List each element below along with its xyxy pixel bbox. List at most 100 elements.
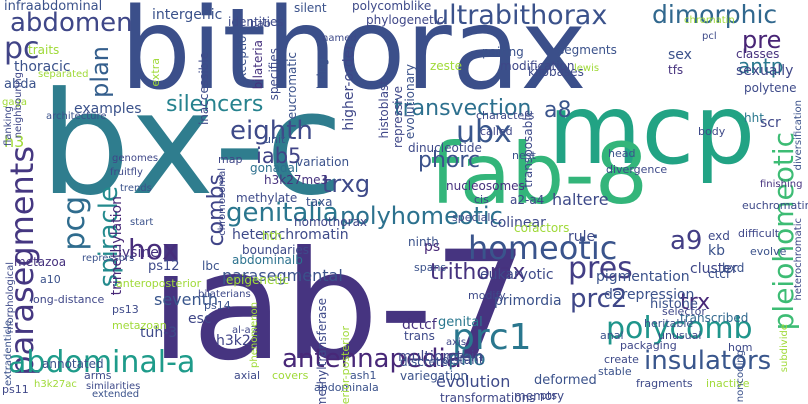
word: heritable bbox=[644, 317, 694, 330]
word: bilateria bbox=[251, 40, 265, 90]
word: extended bbox=[92, 389, 140, 400]
word: finishing bbox=[760, 179, 803, 190]
word: lewis bbox=[574, 63, 600, 74]
word: axis bbox=[446, 337, 467, 348]
word: tfs bbox=[668, 63, 684, 77]
word: variation bbox=[296, 155, 350, 169]
word: h3k27ac bbox=[34, 379, 77, 390]
word: diversification bbox=[793, 100, 804, 171]
word: h3k27me3 bbox=[264, 173, 329, 187]
word: hox bbox=[128, 233, 179, 266]
word: ultrabithorax bbox=[432, 0, 608, 31]
word: trends bbox=[120, 183, 152, 194]
word: annotated bbox=[42, 357, 104, 371]
word: gaga bbox=[2, 97, 27, 108]
word: genomes bbox=[112, 153, 159, 164]
word: variegation bbox=[400, 369, 469, 383]
word: exd bbox=[708, 229, 730, 243]
word: iab5 bbox=[256, 144, 302, 168]
word: h3k27 bbox=[216, 333, 260, 349]
word: cluster bbox=[690, 261, 738, 277]
word: silencers bbox=[166, 92, 264, 117]
word: eucromatic bbox=[285, 52, 299, 120]
word: homothorax bbox=[294, 215, 368, 229]
word: colinear bbox=[490, 215, 546, 231]
word: mcp bbox=[548, 74, 756, 186]
word: sex bbox=[668, 47, 692, 63]
word: primordia bbox=[494, 293, 562, 309]
word: kilobases bbox=[528, 65, 584, 79]
word: homeotic bbox=[468, 229, 618, 267]
word: phenomenon bbox=[249, 302, 260, 368]
word: abda bbox=[4, 77, 37, 92]
word: difficult bbox=[738, 227, 780, 240]
word: ninth bbox=[408, 235, 439, 249]
word: head bbox=[608, 147, 636, 160]
word: h3 bbox=[4, 132, 25, 151]
word: plan bbox=[86, 46, 114, 98]
word: separated bbox=[38, 69, 89, 80]
word: multiprotein bbox=[398, 349, 484, 365]
word: sexually bbox=[736, 63, 794, 79]
word: ps bbox=[424, 239, 441, 255]
word: called bbox=[480, 125, 513, 138]
word: rule bbox=[568, 229, 596, 245]
word: transcribed bbox=[680, 311, 749, 325]
word: pts bbox=[540, 389, 558, 402]
word: nest bbox=[512, 149, 536, 162]
word: classes bbox=[736, 47, 780, 61]
word: fruitfly bbox=[110, 167, 143, 178]
word: chromosomal bbox=[217, 168, 228, 236]
word: map bbox=[218, 153, 243, 166]
word: lysine bbox=[118, 245, 159, 261]
word: named bbox=[322, 33, 357, 44]
word: anal bbox=[600, 329, 624, 342]
word: trx bbox=[680, 290, 711, 315]
word: taxa bbox=[306, 195, 333, 209]
word: zeste bbox=[430, 59, 463, 73]
word: pre bbox=[742, 26, 782, 54]
word: traits bbox=[28, 43, 60, 57]
word: a2-a4 bbox=[510, 193, 545, 207]
word: hom bbox=[728, 341, 753, 354]
word: antennapedia bbox=[282, 344, 462, 374]
word: metazoan bbox=[112, 319, 167, 332]
word: tuh-3 bbox=[140, 325, 178, 341]
word: fragments bbox=[636, 377, 693, 390]
word: prc1 bbox=[452, 317, 532, 358]
word: epigenetic bbox=[226, 273, 289, 287]
word: kb bbox=[708, 243, 725, 259]
word: trans bbox=[404, 329, 435, 343]
word: arms bbox=[84, 369, 112, 382]
word: al-a7 bbox=[232, 325, 258, 336]
word: eukaryotic bbox=[480, 267, 554, 283]
word: ps12 bbox=[148, 259, 180, 274]
word: identities bbox=[228, 15, 284, 29]
word: polyhomeotic bbox=[340, 202, 503, 230]
word: stable bbox=[598, 365, 632, 378]
word: trithorax bbox=[430, 260, 526, 285]
word: axial bbox=[234, 369, 261, 382]
word: phylogenetic bbox=[366, 13, 444, 27]
word: segments bbox=[558, 43, 617, 57]
word: antp bbox=[738, 54, 784, 78]
word: dctcf bbox=[402, 317, 437, 333]
word: bring bbox=[315, 58, 329, 90]
word: pcl bbox=[702, 31, 717, 42]
word: architecture bbox=[46, 111, 107, 122]
word: thoracic bbox=[14, 59, 71, 75]
word: modify bbox=[468, 289, 506, 302]
word: genital bbox=[438, 315, 483, 330]
word: transformations bbox=[440, 391, 536, 404]
word: inaccessible bbox=[197, 52, 211, 126]
word: unusual bbox=[658, 329, 702, 342]
word: neighbouring bbox=[13, 72, 24, 139]
word: dinucleotide bbox=[408, 141, 482, 155]
word: pc bbox=[4, 31, 40, 66]
word: transvection bbox=[394, 96, 532, 121]
word: iab-7 bbox=[150, 220, 529, 394]
word: spans bbox=[414, 261, 447, 274]
word: chromatin bbox=[684, 15, 735, 26]
word: evolution bbox=[436, 372, 511, 391]
